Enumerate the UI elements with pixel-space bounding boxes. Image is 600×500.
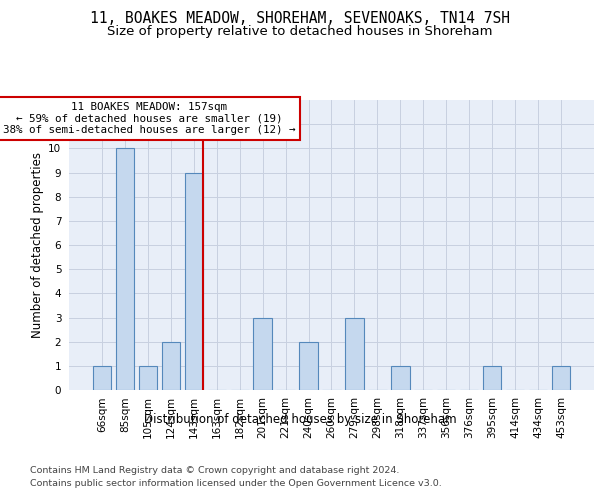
- Bar: [162, 342, 180, 390]
- Text: Contains public sector information licensed under the Open Government Licence v3: Contains public sector information licen…: [30, 479, 442, 488]
- Bar: [116, 148, 134, 390]
- Text: Size of property relative to detached houses in Shoreham: Size of property relative to detached ho…: [107, 25, 493, 38]
- Bar: [299, 342, 318, 390]
- Bar: [552, 366, 570, 390]
- Bar: [253, 318, 272, 390]
- Text: 11 BOAKES MEADOW: 157sqm
← 59% of detached houses are smaller (19)
38% of semi-d: 11 BOAKES MEADOW: 157sqm ← 59% of detach…: [3, 102, 295, 134]
- Text: Distribution of detached houses by size in Shoreham: Distribution of detached houses by size …: [143, 412, 457, 426]
- Y-axis label: Number of detached properties: Number of detached properties: [31, 152, 44, 338]
- Text: Contains HM Land Registry data © Crown copyright and database right 2024.: Contains HM Land Registry data © Crown c…: [30, 466, 400, 475]
- Bar: [345, 318, 364, 390]
- Bar: [139, 366, 157, 390]
- Bar: [483, 366, 501, 390]
- Bar: [185, 172, 203, 390]
- Text: 11, BOAKES MEADOW, SHOREHAM, SEVENOAKS, TN14 7SH: 11, BOAKES MEADOW, SHOREHAM, SEVENOAKS, …: [90, 11, 510, 26]
- Bar: [93, 366, 111, 390]
- Bar: [391, 366, 410, 390]
